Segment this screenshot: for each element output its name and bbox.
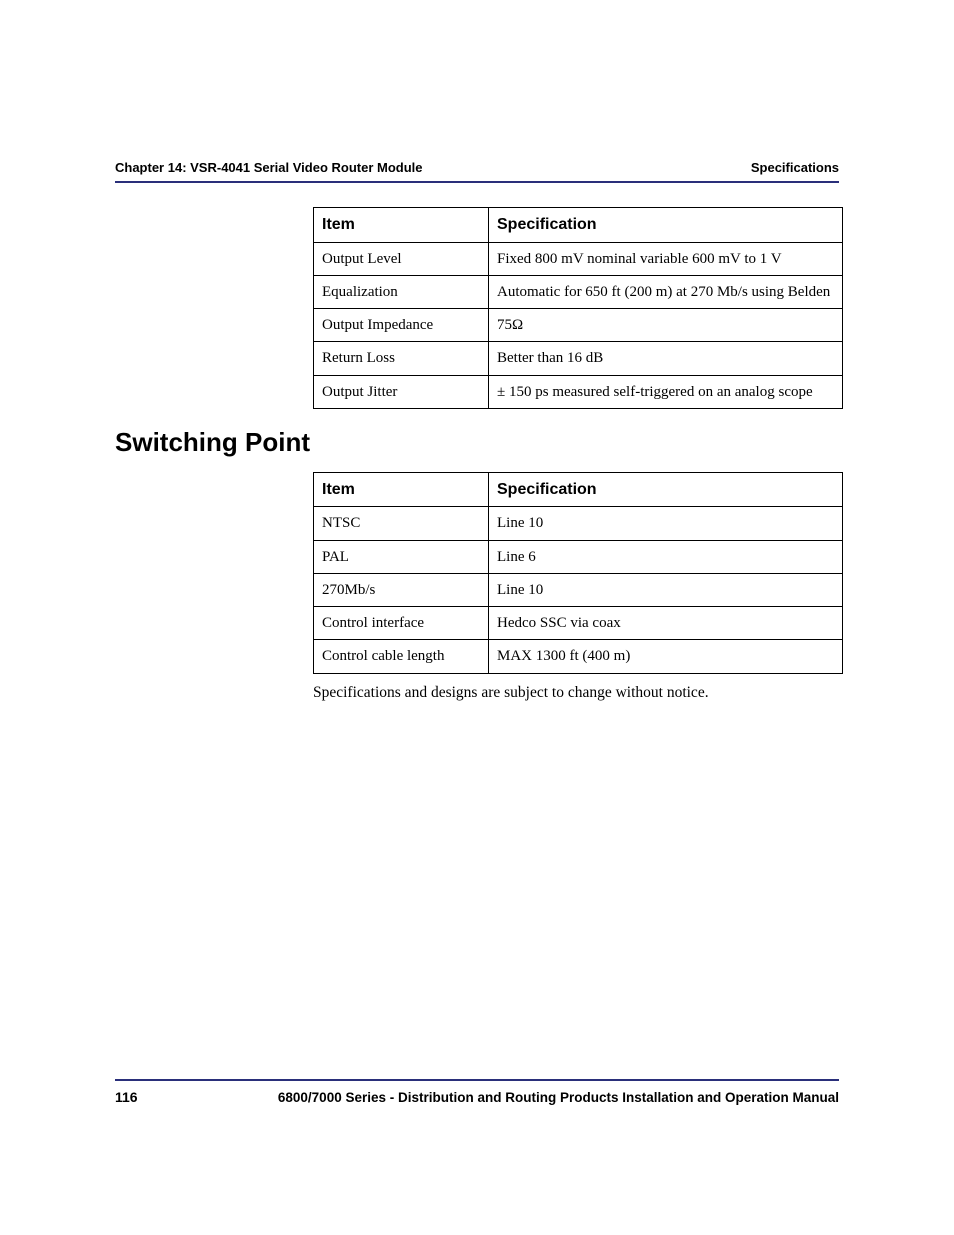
content-column: Item Specification NTSC Line 10 PAL Line… — [313, 472, 843, 704]
table-row: NTSC Line 10 — [314, 507, 843, 540]
spec-table-1: Item Specification Output Level Fixed 80… — [313, 207, 843, 409]
change-notice: Specifications and designs are subject t… — [313, 682, 843, 704]
cell-item: 270Mb/s — [314, 573, 489, 606]
col-header-item: Item — [314, 208, 489, 243]
page-number: 116 — [115, 1089, 138, 1105]
cell-item: Control interface — [314, 607, 489, 640]
header-right: Specifications — [751, 160, 839, 175]
table-header-row: Item Specification — [314, 208, 843, 243]
table-row: Control interface Hedco SSC via coax — [314, 607, 843, 640]
spec-table-2: Item Specification NTSC Line 10 PAL Line… — [313, 472, 843, 674]
table-row: Output Level Fixed 800 mV nominal variab… — [314, 242, 843, 275]
footer-rule — [115, 1079, 839, 1081]
cell-item: PAL — [314, 540, 489, 573]
cell-spec: Hedco SSC via coax — [489, 607, 843, 640]
section-heading-switching-point: Switching Point — [115, 427, 839, 458]
cell-item: Output Level — [314, 242, 489, 275]
cell-item: Output Impedance — [314, 309, 489, 342]
cell-spec: Line 6 — [489, 540, 843, 573]
cell-item: Return Loss — [314, 342, 489, 375]
running-header: Chapter 14: VSR-4041 Serial Video Router… — [115, 160, 839, 183]
col-header-item: Item — [314, 472, 489, 507]
col-header-spec: Specification — [489, 208, 843, 243]
table-row: Control cable length MAX 1300 ft (400 m) — [314, 640, 843, 673]
cell-item: Equalization — [314, 275, 489, 308]
page-footer: 116 6800/7000 Series - Distribution and … — [115, 1079, 839, 1105]
cell-item: Output Jitter — [314, 375, 489, 408]
cell-spec: MAX 1300 ft (400 m) — [489, 640, 843, 673]
table-row: Equalization Automatic for 650 ft (200 m… — [314, 275, 843, 308]
cell-spec: ± 150 ps measured self-triggered on an a… — [489, 375, 843, 408]
table-row: Output Impedance 75Ω — [314, 309, 843, 342]
content-column: Item Specification Output Level Fixed 80… — [313, 207, 843, 409]
cell-spec: Automatic for 650 ft (200 m) at 270 Mb/s… — [489, 275, 843, 308]
page: Chapter 14: VSR-4041 Serial Video Router… — [0, 0, 954, 1235]
table-header-row: Item Specification — [314, 472, 843, 507]
cell-spec: Fixed 800 mV nominal variable 600 mV to … — [489, 242, 843, 275]
table-row: Return Loss Better than 16 dB — [314, 342, 843, 375]
cell-item: NTSC — [314, 507, 489, 540]
table-row: Output Jitter ± 150 ps measured self-tri… — [314, 375, 843, 408]
cell-item: Control cable length — [314, 640, 489, 673]
header-left: Chapter 14: VSR-4041 Serial Video Router… — [115, 160, 423, 175]
cell-spec: Line 10 — [489, 573, 843, 606]
cell-spec: 75Ω — [489, 309, 843, 342]
col-header-spec: Specification — [489, 472, 843, 507]
table-row: PAL Line 6 — [314, 540, 843, 573]
footer-line: 116 6800/7000 Series - Distribution and … — [115, 1089, 839, 1105]
table-row: 270Mb/s Line 10 — [314, 573, 843, 606]
cell-spec: Better than 16 dB — [489, 342, 843, 375]
footer-title: 6800/7000 Series - Distribution and Rout… — [278, 1090, 839, 1105]
cell-spec: Line 10 — [489, 507, 843, 540]
